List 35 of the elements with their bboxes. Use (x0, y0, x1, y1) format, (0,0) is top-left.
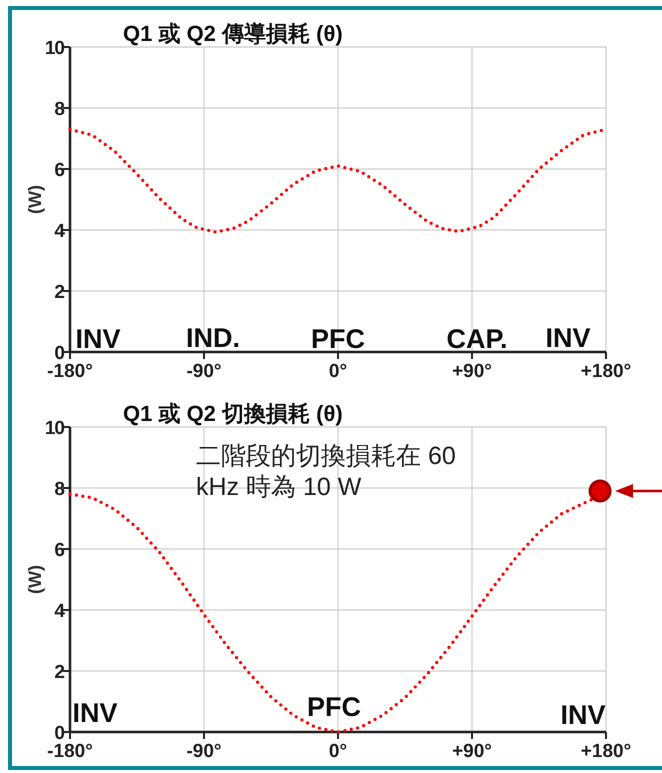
y-tick-label: 0 (54, 723, 64, 744)
y-tick-label: 8 (54, 99, 64, 120)
chart-title: Q1 或 Q2 傳導損耗 (θ) (123, 21, 343, 46)
y-tick-label: 4 (54, 221, 66, 242)
x-tick-label: +90° (452, 741, 492, 762)
y-axis-title: (W) (25, 565, 45, 594)
x-tick-label: +180° (580, 361, 632, 382)
x-tick-label: -90° (186, 741, 222, 762)
x-tick-label: -180° (47, 361, 93, 382)
y-tick-label: 4 (54, 601, 66, 622)
x-tick-label: 0° (328, 361, 348, 382)
annotation: INV (560, 700, 606, 730)
y-tick-label: 10 (44, 38, 64, 59)
annotation: CAP. (446, 324, 508, 354)
annotation: IND. (186, 323, 240, 353)
y-tick-label: 6 (54, 160, 64, 181)
chart-title: Q1 或 Q2 切換損耗 (θ) (123, 401, 343, 426)
y-axis-title: (W) (25, 185, 45, 214)
annotation: PFC (311, 324, 365, 354)
x-tick-label: +180° (580, 741, 632, 762)
annotation: PFC (307, 692, 361, 722)
annotation: INV (545, 323, 591, 353)
x-tick-label: 0° (328, 741, 348, 762)
y-tick-label: 10 (44, 418, 64, 439)
annotation: INV (75, 324, 121, 354)
y-tick-label: 2 (54, 662, 64, 683)
y-tick-label: 0 (54, 343, 64, 364)
x-tick-label: +90° (452, 361, 492, 382)
x-tick-label: -180° (47, 741, 93, 762)
y-tick-label: 6 (54, 540, 64, 561)
annotation: INV (72, 698, 118, 728)
y-tick-label: 8 (54, 479, 64, 500)
x-tick-label: -90° (186, 361, 222, 382)
annotation: 二階段的切換損耗在 60 kHz 時為 10 W (196, 441, 457, 503)
y-tick-label: 2 (54, 282, 64, 303)
